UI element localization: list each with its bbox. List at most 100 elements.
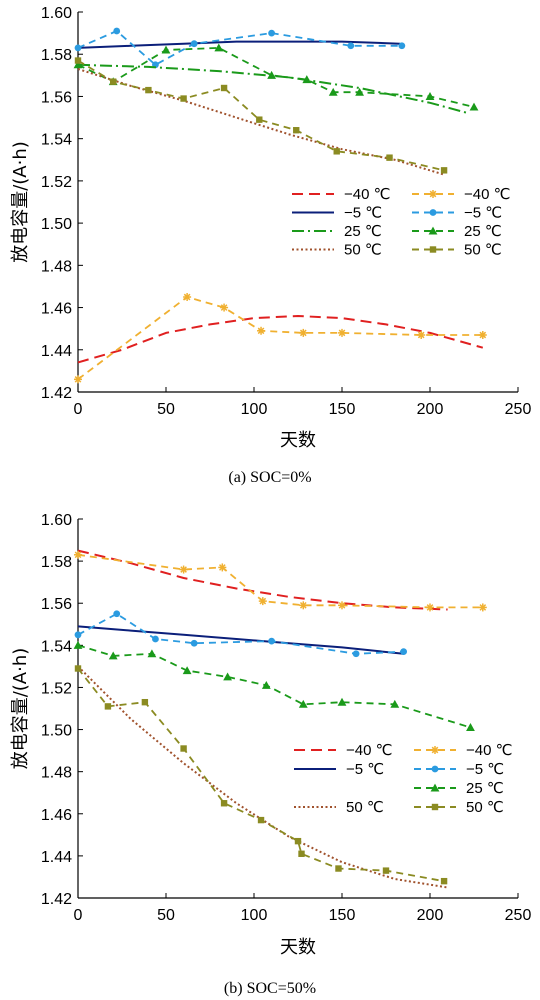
y-tick-label: 1.42 bbox=[41, 385, 72, 402]
y-tick-label: 1.48 bbox=[41, 258, 72, 275]
marker-square bbox=[257, 816, 265, 824]
series-line bbox=[77, 625, 404, 655]
marker-stroke bbox=[180, 566, 187, 573]
marker-stroke bbox=[257, 327, 265, 335]
marker-asterisk bbox=[179, 565, 188, 574]
marker-square bbox=[74, 57, 82, 64]
legend-label: −40 ℃ bbox=[344, 186, 390, 203]
marker-square bbox=[104, 703, 112, 710]
marker-asterisk bbox=[258, 597, 267, 606]
series-0 bbox=[77, 549, 448, 611]
x-axis-label: 天数 bbox=[280, 937, 316, 958]
marker-circle bbox=[74, 631, 82, 639]
marker-triangle bbox=[337, 697, 347, 706]
marker-asterisk bbox=[338, 601, 346, 610]
y-tick-label: 1.54 bbox=[41, 132, 72, 149]
series-line bbox=[77, 665, 448, 889]
marker-stroke bbox=[259, 597, 267, 605]
marker-asterisk bbox=[183, 293, 192, 301]
marker-asterisk bbox=[478, 603, 487, 612]
marker-square bbox=[293, 127, 300, 134]
marker-triangle bbox=[214, 43, 224, 52]
x-tick-label: 200 bbox=[417, 401, 444, 418]
legend-label: 50 ℃ bbox=[344, 242, 382, 259]
x-tick-label: 150 bbox=[329, 401, 356, 418]
marker-square bbox=[431, 803, 439, 811]
marker-square bbox=[335, 865, 342, 872]
legend: −40 ℃ −40 ℃ −5 ℃ −5 ℃ 25 ℃ 50 ℃ 50 ℃ bbox=[294, 742, 512, 816]
series-0 bbox=[77, 315, 484, 364]
marker-triangle bbox=[425, 92, 435, 100]
marker-asterisk bbox=[220, 303, 229, 312]
legend-label: −40 ℃ bbox=[466, 742, 512, 759]
y-tick-label: 1.46 bbox=[41, 807, 72, 824]
x-tick-label: 150 bbox=[329, 907, 356, 924]
y-tick-label: 1.42 bbox=[41, 891, 72, 908]
marker-stroke bbox=[299, 329, 307, 337]
marker-stroke bbox=[183, 293, 191, 301]
x-tick-label: 50 bbox=[157, 401, 175, 418]
marker-square bbox=[180, 745, 187, 752]
marker-stroke bbox=[74, 551, 82, 559]
marker-triangle bbox=[161, 45, 171, 54]
marker-square bbox=[256, 116, 263, 123]
marker-stroke bbox=[417, 331, 425, 339]
marker-square bbox=[298, 850, 305, 857]
marker-triangle bbox=[428, 226, 438, 235]
y-tick-label: 1.56 bbox=[41, 89, 72, 106]
series-3 bbox=[74, 27, 406, 69]
marker-square bbox=[333, 148, 340, 155]
marker-circle bbox=[400, 648, 407, 656]
marker-stroke bbox=[218, 564, 226, 571]
x-tick-label: 100 bbox=[241, 401, 268, 418]
marker-stroke bbox=[74, 376, 82, 383]
legend-label: 25 ℃ bbox=[344, 223, 382, 240]
y-tick-label: 1.48 bbox=[41, 765, 72, 782]
legend-label: −5 ℃ bbox=[346, 761, 384, 778]
marker-circle bbox=[190, 40, 198, 48]
marker-stroke bbox=[338, 601, 346, 609]
marker-triangle bbox=[298, 699, 308, 708]
series-line bbox=[77, 553, 483, 609]
legend-label: −5 ℃ bbox=[344, 205, 382, 222]
y-axis-label: 放电容量/(A·h) bbox=[10, 648, 31, 770]
marker-stroke bbox=[479, 604, 487, 611]
marker-asterisk bbox=[417, 331, 426, 339]
marker-asterisk bbox=[431, 746, 439, 754]
x-axis-label: 天数 bbox=[280, 430, 316, 451]
marker-stroke bbox=[426, 604, 434, 611]
series-1 bbox=[74, 293, 487, 384]
marker-asterisk bbox=[74, 550, 82, 559]
series-line bbox=[77, 47, 475, 108]
marker-triangle bbox=[223, 672, 232, 681]
marker-circle bbox=[347, 42, 355, 50]
marker-asterisk bbox=[299, 328, 308, 337]
series-3 bbox=[74, 610, 407, 658]
marker-triangle bbox=[267, 70, 276, 79]
marker-triangle bbox=[261, 680, 271, 689]
marker-asterisk bbox=[426, 603, 434, 612]
legend: −40 ℃ −40 ℃−5 ℃ −5 ℃25 ℃ 25 ℃50 ℃ 50 ℃ bbox=[292, 186, 510, 259]
series-4 bbox=[73, 640, 475, 731]
series-2 bbox=[77, 40, 401, 49]
marker-square bbox=[440, 167, 448, 174]
x-tick-label: 0 bbox=[74, 401, 83, 418]
marker-circle bbox=[431, 765, 439, 773]
x-tick-label: 200 bbox=[417, 907, 444, 924]
marker-triangle bbox=[182, 666, 192, 675]
marker-circle bbox=[190, 639, 198, 647]
marker-triangle bbox=[430, 783, 440, 792]
marker-square bbox=[294, 837, 302, 845]
series-7 bbox=[74, 57, 448, 174]
marker-square bbox=[74, 665, 82, 672]
series-line bbox=[77, 667, 445, 883]
y-tick-label: 1.54 bbox=[41, 638, 72, 655]
series-line bbox=[77, 315, 484, 364]
x-tick-label: 50 bbox=[157, 907, 175, 924]
y-tick-label: 1.56 bbox=[41, 596, 72, 613]
y-tick-label: 1.58 bbox=[41, 47, 72, 64]
panel-caption: (b) SOC=50% bbox=[224, 980, 316, 997]
series-line bbox=[77, 549, 448, 611]
series-line bbox=[77, 40, 401, 49]
marker-circle bbox=[74, 44, 82, 52]
